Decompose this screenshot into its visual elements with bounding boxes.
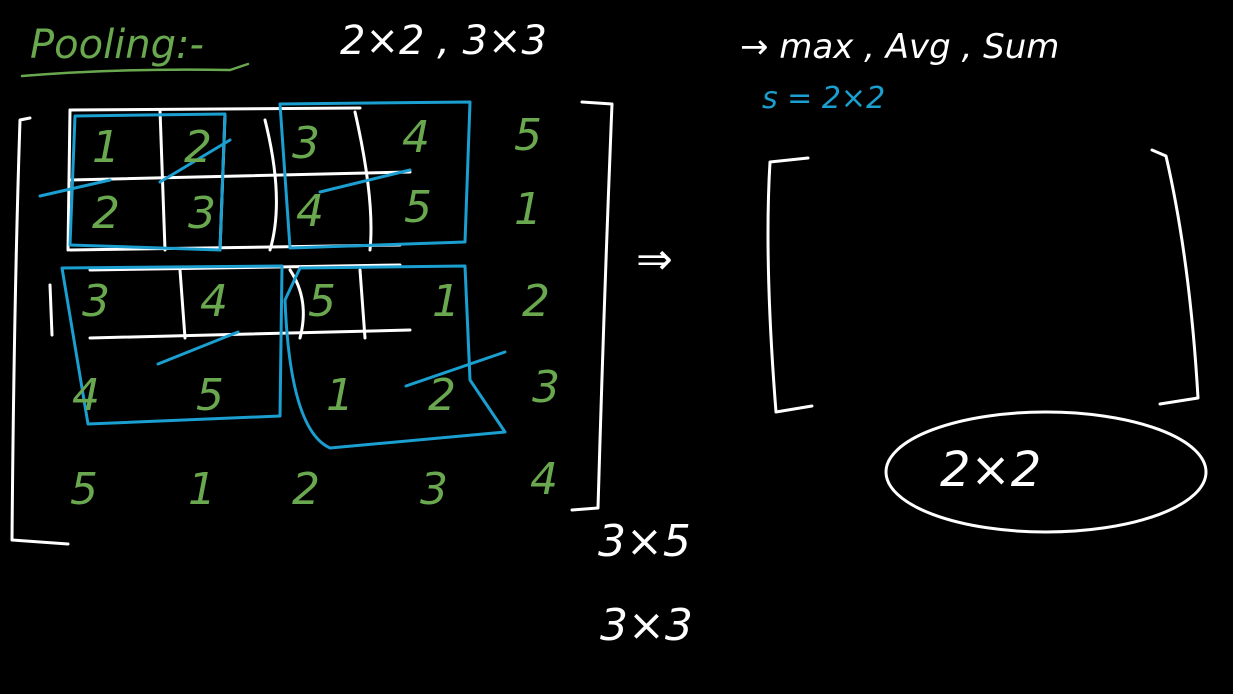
matrix-cell: 5 (196, 370, 224, 421)
matrix-cell: 4 (200, 276, 228, 327)
dims-note-2: 3×3 (600, 600, 693, 651)
matrix-cell: 4 (72, 370, 100, 421)
matrix-cell: 3 (82, 276, 110, 327)
matrix-row-5: 5 1 2 3 4 (70, 454, 558, 515)
matrix-cell: 5 (70, 464, 98, 515)
matrix-cell: 3 (188, 188, 216, 239)
matrix-cell: 2 (292, 464, 320, 515)
output-size-text: 2×2 (940, 442, 1041, 498)
output-size-circle (884, 410, 1208, 534)
matrix-cell: 1 (92, 122, 120, 173)
output-left-bracket (766, 156, 814, 414)
matrix-cell: 1 (326, 370, 354, 421)
implies-arrow: ⇒ (636, 234, 673, 285)
matrix-cell: 5 (514, 110, 542, 161)
matrix-cell: 1 (432, 276, 460, 327)
matrix-cell: 4 (402, 112, 430, 163)
matrix-cell: 1 (188, 464, 216, 515)
kernel-sizes-text: 2×2 , 3×3 (340, 18, 547, 64)
matrix-row-4: 4 5 1 2 3 (72, 362, 560, 421)
matrix-cell: 4 (530, 454, 558, 505)
matrix-cell: 5 (308, 276, 336, 327)
matrix-cell: 2 (92, 188, 120, 239)
matrix-row-3: 3 4 5 1 2 (82, 276, 550, 327)
dims-note-1: 3×5 (598, 516, 691, 567)
title-underline (20, 62, 250, 78)
matrix-cell: 3 (420, 464, 448, 515)
matrix-cell: 5 (404, 182, 432, 233)
input-matrix: 1 2 3 4 5 2 3 4 5 1 3 4 5 1 2 4 5 1 2 3 (70, 110, 560, 515)
input-left-bracket (10, 116, 70, 546)
matrix-cell: 3 (532, 362, 560, 413)
matrix-cell: 2 (184, 122, 212, 173)
matrix-row-1: 1 2 3 4 5 (92, 110, 542, 173)
matrix-row-2: 2 3 4 5 1 (92, 182, 542, 239)
pool-types-text: → max , Avg , Sum (740, 27, 1059, 67)
title-text: Pooling:- (30, 22, 204, 68)
matrix-cell: 2 (428, 370, 456, 421)
pooling-windows (38, 100, 507, 450)
matrix-cell: 4 (296, 186, 324, 237)
input-right-bracket (570, 100, 614, 512)
output-right-bracket (1150, 148, 1200, 406)
matrix-cell: 1 (514, 184, 542, 235)
matrix-cell: 3 (292, 118, 320, 169)
stride-note-text: s = 2×2 (762, 81, 885, 116)
matrix-cell: 2 (522, 276, 550, 327)
